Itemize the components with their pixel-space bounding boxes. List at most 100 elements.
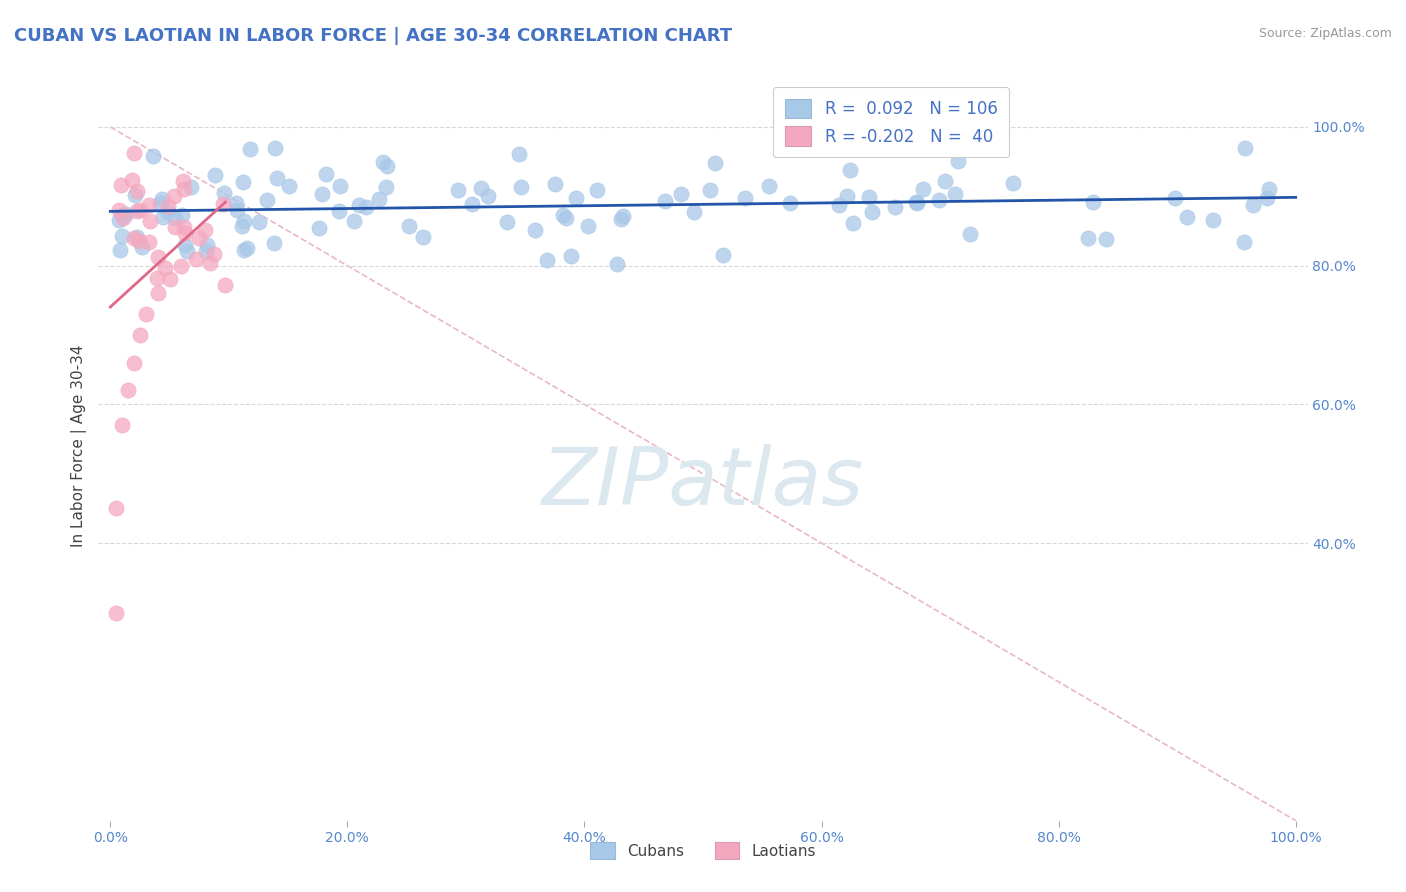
- Point: [204, 169, 226, 183]
- Point: [202, 246, 225, 260]
- Point: [477, 188, 499, 202]
- Point: [172, 174, 194, 188]
- Text: CUBAN VS LAOTIAN IN LABOR FORCE | AGE 30-34 CORRELATION CHART: CUBAN VS LAOTIAN IN LABOR FORCE | AGE 30…: [14, 27, 733, 45]
- Point: [1234, 141, 1257, 155]
- Point: [232, 214, 254, 228]
- Point: [156, 199, 179, 213]
- Point: [328, 203, 350, 218]
- Point: [842, 216, 865, 230]
- Point: [758, 178, 780, 193]
- Point: [654, 194, 676, 208]
- Point: [883, 200, 905, 214]
- Y-axis label: In Labor Force | Age 30-34: In Labor Force | Age 30-34: [72, 344, 87, 548]
- Point: [165, 220, 187, 235]
- Point: [157, 205, 180, 219]
- Point: [214, 186, 236, 200]
- Point: [838, 163, 860, 178]
- Point: [907, 196, 929, 211]
- Point: [1241, 197, 1264, 211]
- Point: [180, 180, 202, 194]
- Point: [779, 195, 801, 210]
- Point: [928, 194, 950, 208]
- Point: [111, 418, 134, 433]
- Point: [1233, 235, 1256, 250]
- Point: [266, 171, 288, 186]
- Point: [153, 261, 176, 276]
- Point: [612, 210, 634, 224]
- Point: [184, 252, 207, 267]
- Point: [111, 228, 134, 243]
- Point: [121, 173, 143, 187]
- Point: [125, 185, 148, 199]
- Point: [510, 179, 533, 194]
- Point: [110, 208, 132, 222]
- Point: [111, 211, 134, 225]
- Point: [277, 179, 299, 194]
- Point: [523, 223, 546, 237]
- Point: [1202, 212, 1225, 227]
- Point: [173, 181, 195, 195]
- Point: [699, 183, 721, 197]
- Point: [122, 356, 145, 370]
- Point: [866, 127, 889, 141]
- Point: [146, 271, 169, 285]
- Point: [225, 196, 247, 211]
- Point: [460, 197, 482, 211]
- Point: [187, 231, 209, 245]
- Point: [232, 175, 254, 189]
- Point: [142, 148, 165, 162]
- Point: [110, 243, 132, 257]
- Point: [904, 194, 927, 209]
- Point: [129, 328, 152, 343]
- Point: [554, 211, 576, 225]
- Point: [1002, 176, 1025, 190]
- Point: [174, 226, 197, 240]
- Point: [373, 154, 395, 169]
- Text: Source: ZipAtlas.com: Source: ZipAtlas.com: [1258, 27, 1392, 40]
- Point: [343, 213, 366, 227]
- Point: [368, 192, 391, 206]
- Point: [256, 194, 278, 208]
- Point: [263, 235, 285, 250]
- Point: [239, 143, 262, 157]
- Point: [470, 181, 492, 195]
- Point: [828, 198, 851, 212]
- Point: [150, 192, 173, 206]
- Point: [138, 235, 160, 249]
- Point: [1257, 182, 1279, 196]
- Point: [934, 174, 956, 188]
- Point: [862, 204, 884, 219]
- Point: [858, 190, 880, 204]
- Point: [173, 220, 195, 235]
- Point: [375, 180, 398, 194]
- Point: [170, 208, 193, 222]
- Point: [560, 249, 582, 263]
- Point: [375, 159, 398, 173]
- Point: [669, 186, 692, 201]
- Point: [1077, 231, 1099, 245]
- Point: [311, 186, 333, 201]
- Point: [496, 215, 519, 229]
- Point: [308, 220, 330, 235]
- Point: [1256, 191, 1278, 205]
- Point: [711, 248, 734, 262]
- Point: [943, 186, 966, 201]
- Point: [412, 230, 434, 244]
- Point: [170, 259, 193, 273]
- Text: ZIPatlas: ZIPatlas: [541, 444, 865, 523]
- Point: [247, 215, 270, 229]
- Point: [135, 307, 157, 321]
- Point: [146, 286, 169, 301]
- Point: [349, 197, 371, 211]
- Point: [214, 278, 236, 293]
- Point: [152, 210, 174, 224]
- Point: [1164, 191, 1187, 205]
- Point: [139, 214, 162, 228]
- Point: [149, 196, 172, 211]
- Point: [122, 231, 145, 245]
- Point: [117, 384, 139, 398]
- Point: [195, 238, 218, 252]
- Point: [948, 153, 970, 168]
- Point: [508, 146, 530, 161]
- Point: [108, 213, 131, 227]
